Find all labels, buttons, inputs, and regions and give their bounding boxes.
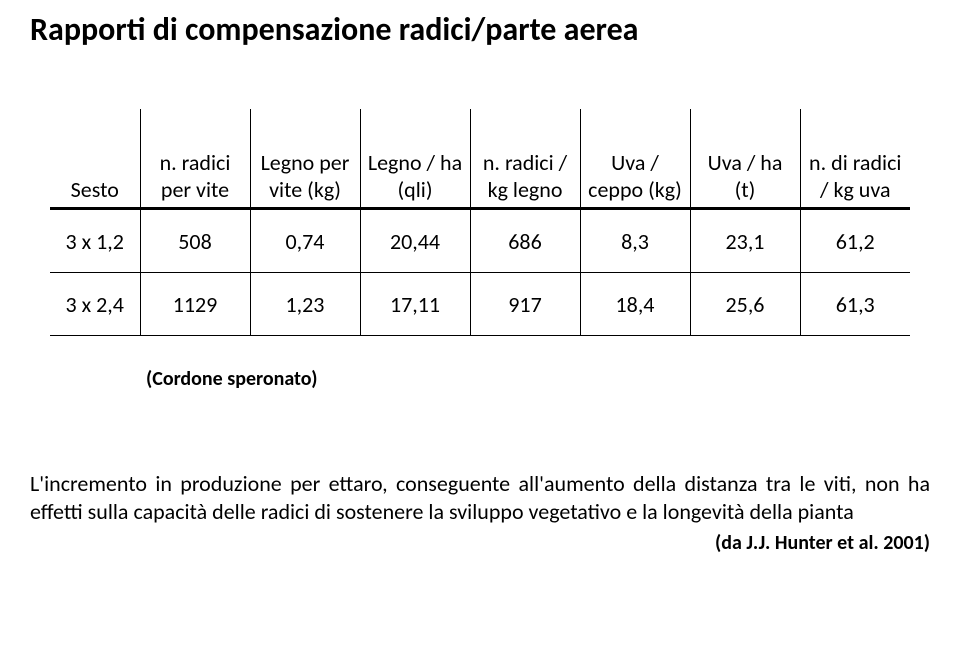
cell: 686	[470, 209, 580, 273]
cell: 18,4	[580, 273, 690, 336]
cell: 1129	[140, 273, 250, 336]
cell: 3 x 1,2	[50, 209, 140, 273]
cell: 23,1	[690, 209, 800, 273]
col-header: Uva / ceppo (kg)	[580, 109, 690, 209]
table-note-row: (Cordone speronato)	[50, 336, 910, 411]
cell: 20,44	[360, 209, 470, 273]
cell: 17,11	[360, 273, 470, 336]
cell: 25,6	[690, 273, 800, 336]
cell: 917	[470, 273, 580, 336]
table-header-row: Sesto n. radici per vite Legno per vite …	[50, 109, 910, 209]
col-header: n. radici / kg legno	[470, 109, 580, 209]
cell: 61,2	[800, 209, 910, 273]
citation: (da J.J. Hunter et al. 2001)	[30, 531, 930, 555]
data-table: Sesto n. radici per vite Legno per vite …	[50, 109, 910, 410]
cell: 0,74	[250, 209, 360, 273]
table-note: (Cordone speronato)	[140, 336, 910, 411]
cell: 8,3	[580, 209, 690, 273]
col-header: Uva / ha (t)	[690, 109, 800, 209]
col-header: Sesto	[50, 109, 140, 209]
cell: 61,3	[800, 273, 910, 336]
cell: 1,23	[250, 273, 360, 336]
page-title: Rapporti di compensazione radici/parte a…	[30, 10, 930, 49]
col-header: Legno per vite (kg)	[250, 109, 360, 209]
col-header: n. di radici / kg uva	[800, 109, 910, 209]
page: Rapporti di compensazione radici/parte a…	[0, 0, 960, 649]
col-header: n. radici per vite	[140, 109, 250, 209]
body-paragraph: L'incremento in produzione per ettaro, c…	[30, 470, 930, 525]
cell: 3 x 2,4	[50, 273, 140, 336]
table-row: 3 x 1,2 508 0,74 20,44 686 8,3 23,1 61,2	[50, 209, 910, 273]
cell: 508	[140, 209, 250, 273]
col-header: Legno / ha (qli)	[360, 109, 470, 209]
table-row: 3 x 2,4 1129 1,23 17,11 917 18,4 25,6 61…	[50, 273, 910, 336]
